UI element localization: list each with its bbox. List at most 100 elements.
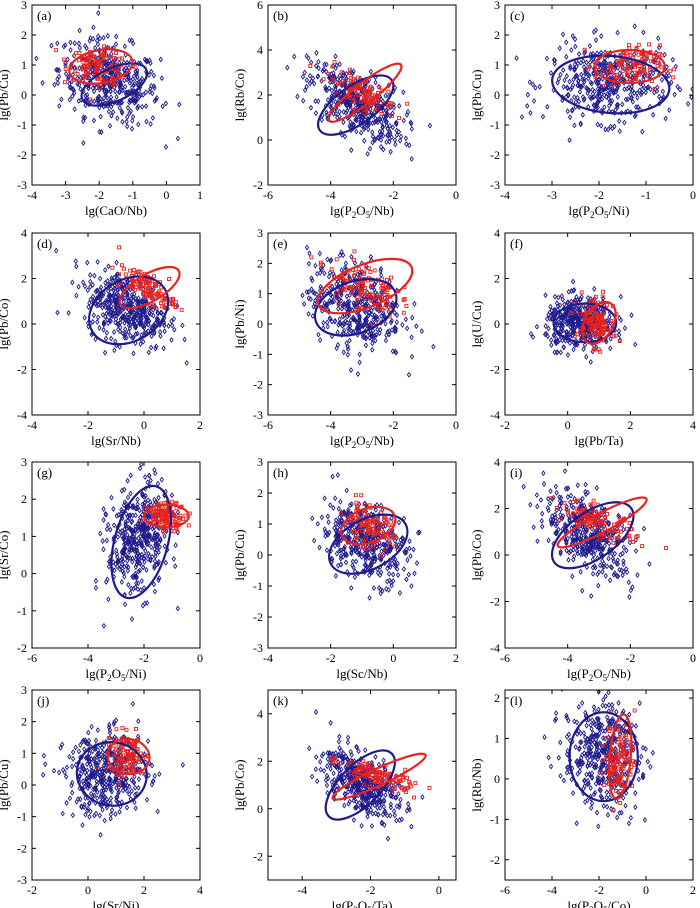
blue-point: [150, 114, 156, 121]
red-point: [362, 270, 367, 275]
blue-point: [67, 80, 72, 87]
data-points: [34, 10, 182, 150]
blue-point: [645, 84, 650, 91]
blue-point: [139, 319, 144, 326]
blue-point: [127, 525, 132, 532]
blue-point: [85, 259, 90, 266]
red-point: [596, 319, 601, 324]
blue-point: [370, 298, 375, 305]
blue-point: [351, 564, 356, 571]
blue-point: [82, 314, 87, 321]
blue-point: [567, 114, 573, 121]
blue-point: [114, 512, 119, 519]
blue-point: [153, 553, 158, 560]
blue-point: [588, 545, 593, 552]
blue-point: [552, 349, 557, 356]
red-point: [596, 347, 601, 352]
red-point: [352, 249, 357, 254]
blue-point: [376, 135, 381, 142]
blue-point: [329, 555, 334, 562]
red-point: [640, 52, 645, 56]
blue-point: [371, 585, 377, 592]
y-tick-label: 3: [21, 455, 27, 469]
blue-point: [314, 49, 319, 56]
y-tick-label: 1: [494, 58, 500, 72]
blue-point: [105, 32, 110, 39]
blue-point: [545, 495, 551, 502]
blue-point: [366, 126, 371, 133]
blue-point: [401, 117, 406, 124]
blue-ellipse: [552, 302, 618, 344]
blue-point: [157, 329, 163, 335]
blue-point: [373, 289, 378, 296]
blue-point: [590, 94, 595, 101]
blue-point: [322, 526, 327, 533]
blue-point: [638, 91, 644, 98]
blue-point: [400, 321, 405, 328]
blue-point: [302, 301, 307, 307]
blue-point: [118, 529, 123, 536]
blue-point: [538, 496, 544, 503]
blue-point: [621, 561, 626, 568]
blue-point: [632, 23, 637, 30]
red-point: [318, 262, 323, 267]
blue-point: [411, 546, 416, 553]
blue-point: [169, 492, 175, 499]
red-point: [75, 72, 80, 77]
red-point: [368, 84, 373, 89]
blue-point: [615, 561, 620, 567]
blue-point: [55, 80, 61, 86]
blue-point: [553, 514, 558, 521]
blue-point: [125, 477, 130, 484]
blue-point: [398, 537, 403, 544]
red-point: [401, 310, 406, 315]
blue-point: [355, 371, 361, 377]
blue-point: [106, 305, 111, 311]
blue-point: [143, 548, 148, 555]
red-point: [170, 499, 175, 504]
red-point: [377, 304, 382, 309]
red-point: [360, 529, 365, 534]
blue-point: [543, 323, 548, 330]
blue-point: [110, 313, 115, 320]
blue-point: [581, 346, 586, 353]
blue-point: [572, 122, 577, 129]
blue-point: [316, 98, 321, 105]
blue-point: [162, 322, 167, 329]
blue-point: [564, 547, 569, 554]
blue-point: [128, 299, 133, 306]
blue-point: [135, 501, 140, 508]
blue-point: [593, 72, 599, 79]
blue-point: [114, 33, 119, 40]
y-tick-label: 2: [494, 272, 500, 286]
red-point: [353, 493, 358, 498]
red-point: [63, 67, 68, 71]
blue-point: [350, 562, 355, 569]
blue-point: [138, 514, 143, 521]
blue-point: [71, 52, 77, 59]
blue-point: [566, 92, 571, 99]
blue-point: [571, 76, 576, 83]
blue-point: [130, 76, 136, 83]
blue-point: [93, 577, 99, 584]
x-tick-label: -2: [83, 418, 93, 432]
data-points: [528, 278, 638, 365]
blue-point: [394, 132, 399, 139]
blue-point: [137, 507, 142, 514]
red-point: [122, 266, 126, 271]
blue-point: [315, 270, 320, 277]
blue-point: [576, 318, 582, 325]
blue-point: [569, 503, 574, 509]
red-point: [659, 65, 664, 70]
blue-point: [565, 299, 571, 306]
blue-point: [155, 309, 160, 316]
blue-point: [122, 530, 128, 536]
blue-point: [342, 98, 347, 105]
blue-point: [335, 472, 340, 478]
red-point: [359, 293, 364, 298]
blue-point: [56, 73, 62, 80]
blue-point: [345, 346, 351, 353]
red-point: [74, 50, 79, 55]
red-point: [335, 288, 340, 293]
